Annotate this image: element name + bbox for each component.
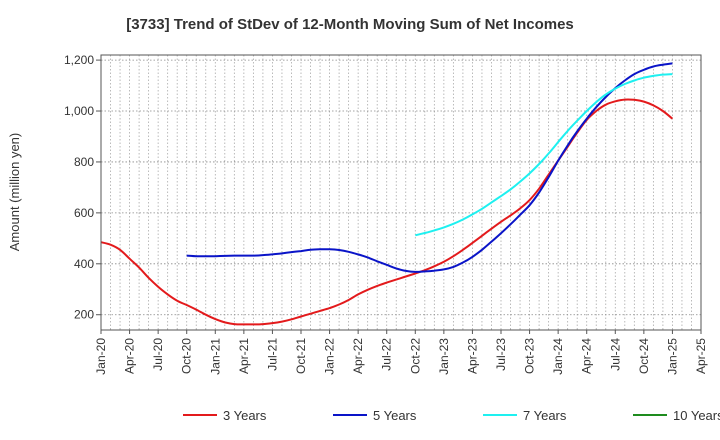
y-tick-label: 800 xyxy=(74,155,94,169)
legend-label-5-years: 5 Years xyxy=(373,408,417,423)
x-tick-label: Oct-21 xyxy=(294,338,308,374)
x-tick-label: Oct-22 xyxy=(408,338,422,374)
y-tick-label: 400 xyxy=(74,257,94,271)
y-tick-labels: 200 400 600 800 1,000 1,200 xyxy=(64,53,101,322)
x-tick-label: Jul-22 xyxy=(380,338,394,371)
x-tick-label: Jan-24 xyxy=(551,338,565,375)
series-line-7-years xyxy=(415,73,673,237)
x-tick-label: Apr-22 xyxy=(351,338,365,374)
grid-lines xyxy=(101,55,701,330)
x-tick-labels: Jan-20 Apr-20 Jul-20 Oct-20 Jan-21 Apr-21 Jul-… xyxy=(94,330,708,375)
x-tick-label: Oct-23 xyxy=(523,338,537,374)
chart-title: [3733] Trend of StDev of 12-Month Moving… xyxy=(126,16,574,33)
x-tick-label: Jan-21 xyxy=(208,338,222,375)
x-tick-label: Apr-24 xyxy=(580,338,594,374)
legend-label-7-years: 7 Years xyxy=(523,408,567,423)
x-tick-label: Oct-24 xyxy=(637,338,651,374)
legend-label-10-years: 10 Years xyxy=(673,408,720,423)
x-tick-label: Apr-20 xyxy=(123,338,137,374)
x-tick-label: Oct-20 xyxy=(180,338,194,374)
y-tick-label: 1,000 xyxy=(64,104,94,118)
plot-area xyxy=(101,55,701,330)
x-tick-label: Apr-25 xyxy=(694,338,708,374)
y-axis-label: Amount (million yen) xyxy=(7,133,22,252)
plot-frame xyxy=(100,54,702,331)
legend-label-3-years: 3 Years xyxy=(223,408,267,423)
x-tick-label: Jul-20 xyxy=(151,338,165,371)
x-tick-label: Jan-20 xyxy=(94,338,108,375)
series-line-5-years xyxy=(186,62,673,273)
x-tick-label: Jul-23 xyxy=(494,338,508,371)
x-tick-label: Jul-24 xyxy=(608,338,622,371)
x-tick-label: Jan-23 xyxy=(437,338,451,375)
x-tick-label: Jul-21 xyxy=(265,338,279,371)
legend: 3 Years 5 Years 7 Years 10 Years xyxy=(183,408,720,423)
series-lines xyxy=(100,62,674,326)
y-tick-label: 1,200 xyxy=(64,53,94,67)
x-tick-label: Jan-22 xyxy=(323,338,337,375)
x-tick-label: Apr-21 xyxy=(237,338,251,374)
y-tick-label: 200 xyxy=(74,308,94,322)
y-tick-label: 600 xyxy=(74,206,94,220)
x-tick-label: Jan-25 xyxy=(665,338,679,375)
x-tick-label: Apr-23 xyxy=(465,338,479,374)
